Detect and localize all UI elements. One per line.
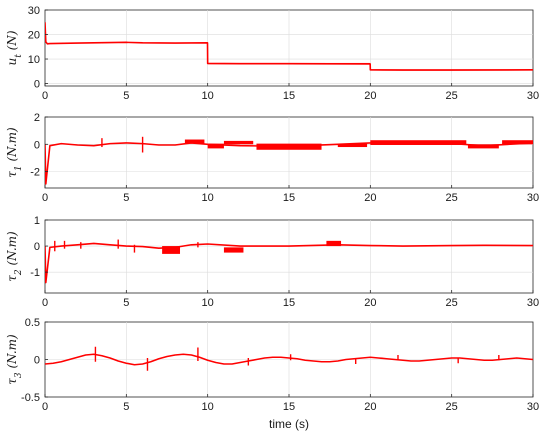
panel-4: 0 5 10 15 20 25 30-0.500.5τ3 (N.m) bbox=[5, 317, 539, 413]
panel-1-y-tick-label: 0 bbox=[34, 79, 40, 91]
panel-2-x-tick-label: 10 bbox=[202, 192, 214, 204]
panel-3-y-axis-label: τ2 (N.m) bbox=[5, 231, 24, 282]
panel-3-x-tick-label: 10 bbox=[202, 297, 214, 309]
panel-1-x-tick-label: 25 bbox=[446, 90, 458, 102]
panel-3-x-tick-label: 20 bbox=[364, 297, 376, 309]
panel-3-x-tick-label: 30 bbox=[527, 297, 539, 309]
panel-2-oscillation-band bbox=[223, 140, 254, 145]
panel-3-x-tick-label: 15 bbox=[283, 297, 295, 309]
panel-1-series-line bbox=[45, 22, 533, 71]
panel-2-y-tick-label: 2 bbox=[34, 112, 40, 124]
panel-2-x-tick-label: 20 bbox=[364, 192, 376, 204]
panel-2: 0 5 10 15 20 25 30 -2 0 2 τ1 (N.m) bbox=[5, 112, 539, 204]
panel-3-oscillation-band bbox=[162, 246, 181, 254]
panel-3-series-line bbox=[45, 242, 533, 284]
panel-2-x-tick-label: 25 bbox=[446, 192, 458, 204]
panel-3-y-tick-label: -1 bbox=[30, 267, 40, 279]
panel-1-y-axis-label: ut (N) bbox=[5, 30, 24, 65]
panel-1-y-tick-label: 30 bbox=[28, 5, 40, 17]
panel-3-oscillation-band bbox=[326, 240, 342, 247]
panel-1-data bbox=[45, 22, 533, 71]
panel-3-data bbox=[45, 239, 533, 284]
panel-1: 0 5 10 15 20 25 30 0 10 20 30 ut (N) bbox=[5, 5, 539, 102]
panel-4-data bbox=[45, 346, 533, 371]
panel-4-y-tick-label: 0.5 bbox=[25, 317, 40, 329]
panel-2-x-tick-label: 5 bbox=[123, 192, 129, 204]
panel-4-x-tick-label: 10 bbox=[202, 401, 214, 413]
panel-1-x-tick-label: 20 bbox=[364, 90, 376, 102]
panel-4-series-line bbox=[45, 353, 533, 366]
panel-3-y-tick-label: 1 bbox=[34, 215, 40, 227]
panel-4-x-tick-label: 15 bbox=[283, 401, 295, 413]
panel-2-oscillation-band bbox=[502, 140, 533, 145]
panel-1-x-tick-label: 30 bbox=[527, 90, 539, 102]
panel-2-oscillation-band bbox=[207, 143, 224, 149]
panel-3-oscillation-band bbox=[223, 247, 244, 253]
panel-3-x-tick-label: 0 bbox=[42, 297, 48, 309]
panel-1-x-tick-label: 15 bbox=[283, 90, 295, 102]
panel-2-y-tick-label: -2 bbox=[30, 167, 40, 179]
panel-4-x-tick-label: 5 bbox=[123, 401, 129, 413]
panel-2-x-tick-label: 15 bbox=[283, 192, 295, 204]
panel-1-x-tick-label: 5 bbox=[123, 90, 129, 102]
panel-3: 0 5 10 15 20 25 30 -1 0 1 τ2 (N.m) bbox=[5, 215, 539, 309]
panel-4-x-tick-label: 30 bbox=[527, 401, 539, 413]
panel-2-y-axis-label: τ1 (N.m) bbox=[5, 127, 24, 178]
panel-4-y-tick-label: 0 bbox=[34, 355, 40, 367]
panel-3-y-tick-label: 0 bbox=[34, 241, 40, 253]
panel-1-x-tick-label: 10 bbox=[202, 90, 214, 102]
panel-4-x-tick-label: 0 bbox=[42, 401, 48, 413]
panel-1-x-tick-label: 0 bbox=[42, 90, 48, 102]
panel-4-y-tick-label: -0.5 bbox=[21, 392, 40, 404]
x-axis-label: time (s) bbox=[269, 417, 309, 431]
panel-2-x-tick-label: 0 bbox=[42, 192, 48, 204]
panel-2-x-tick-label: 30 bbox=[527, 192, 539, 204]
panel-3-x-tick-label: 5 bbox=[123, 297, 129, 309]
panel-2-y-tick-label: 0 bbox=[34, 139, 40, 151]
panel-2-oscillation-band bbox=[184, 139, 205, 144]
panel-2-series-line bbox=[45, 141, 533, 185]
panel-3-x-tick-label: 25 bbox=[446, 297, 458, 309]
panel-4-y-axis-label: τ3 (N.m) bbox=[5, 334, 24, 385]
panel-4-x-tick-label: 25 bbox=[446, 401, 458, 413]
panel-1-y-tick-label: 20 bbox=[28, 30, 40, 42]
panel-2-data bbox=[45, 136, 533, 185]
panel-4-x-tick-label: 20 bbox=[364, 401, 376, 413]
panel-1-y-tick-label: 10 bbox=[28, 54, 40, 66]
panel-2-oscillation-band bbox=[337, 143, 368, 148]
